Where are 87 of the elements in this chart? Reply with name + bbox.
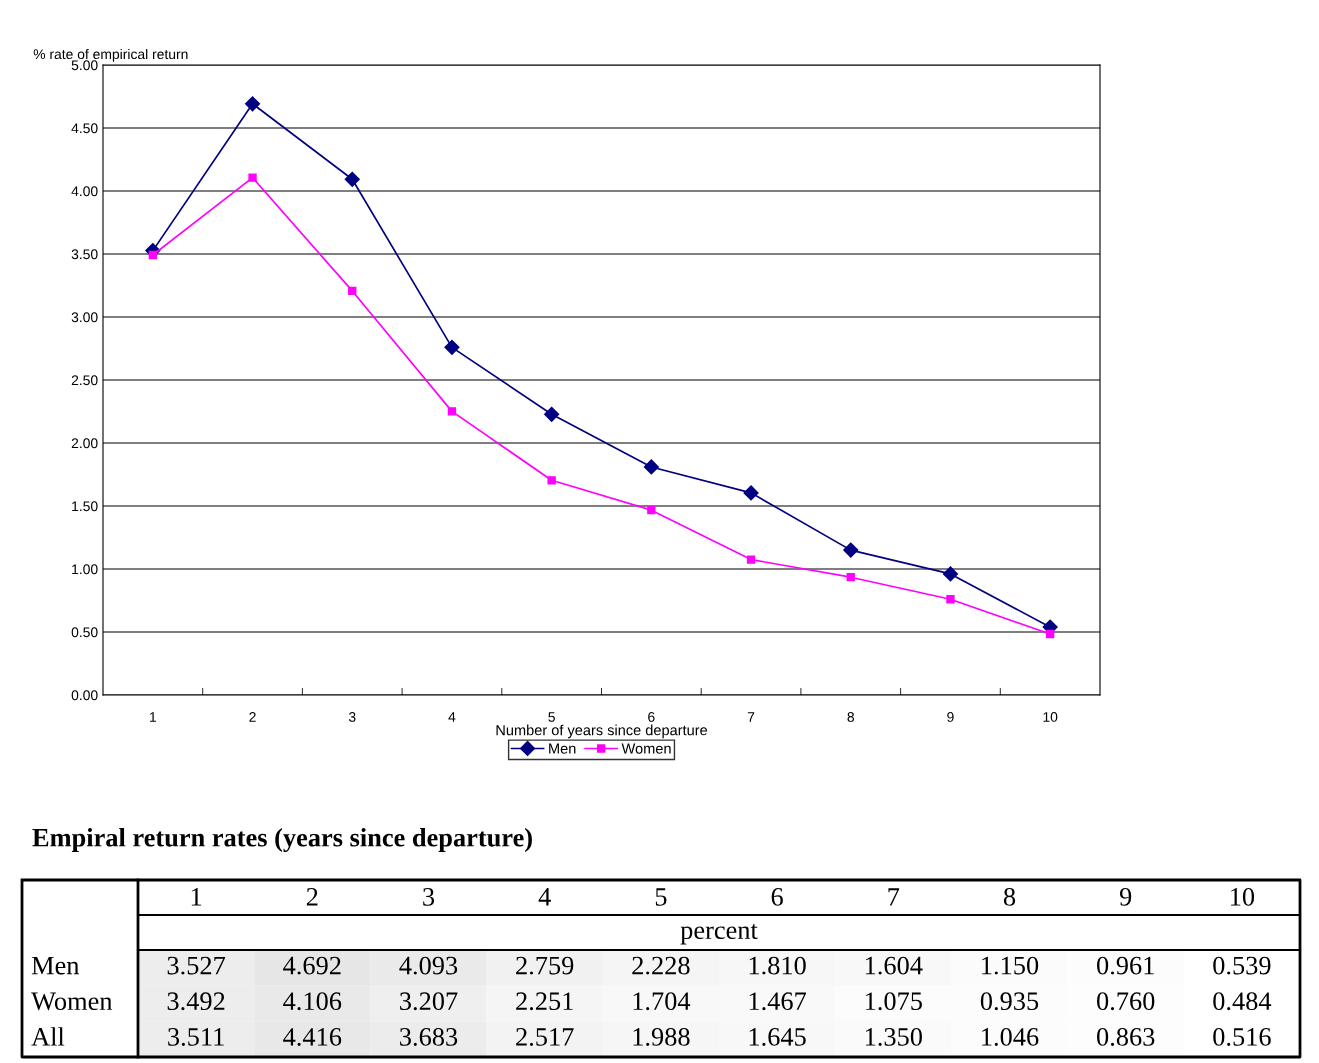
data-label: 0.539 — [1213, 956, 1271, 975]
point — [544, 406, 560, 422]
point — [547, 476, 556, 485]
point — [344, 171, 360, 187]
data-label: 0.935 — [980, 992, 1039, 1011]
data-label: 3.527 — [167, 956, 226, 975]
x-tick-label: 10 — [1231, 887, 1255, 906]
data-label: 1.075 — [865, 992, 922, 1011]
x-tick-label: 6 — [771, 888, 783, 906]
data-label: 1.150 — [982, 956, 1039, 975]
point — [743, 485, 759, 501]
point — [746, 555, 756, 564]
chart-title: Empiral return rates (years since departure) — [32, 828, 532, 852]
x-tick-label: 9 — [1119, 888, 1132, 906]
point — [244, 96, 261, 112]
data-label: 4.416 — [283, 1028, 342, 1046]
x-axis-title: Number of years since departure — [496, 724, 708, 739]
x-tick-label: 7 — [888, 888, 900, 906]
data-label: 4.106 — [283, 992, 342, 1011]
x-tick-label: 2 — [306, 888, 318, 906]
y-tick-label: 4.50 — [71, 123, 98, 134]
data-label: 0.484 — [1213, 992, 1272, 1011]
point — [348, 286, 357, 296]
data-label: 4.093 — [399, 956, 458, 975]
x-tick-label: 3 — [348, 712, 356, 722]
x-tick-label: 5 — [655, 888, 667, 906]
data-label: 0.516 — [1213, 1027, 1271, 1046]
data-label: 3.207 — [400, 992, 458, 1011]
y-tick-label: 1.50 — [72, 501, 98, 512]
data-label: 1.704 — [633, 992, 691, 1011]
x-tick-label: 8 — [847, 712, 855, 722]
data-label: 2.517 — [516, 1028, 574, 1046]
point — [946, 595, 955, 604]
data-label: 1.988 — [633, 1027, 690, 1046]
legend-label: Men — [549, 743, 576, 754]
point — [447, 407, 457, 416]
data-label: 1.467 — [749, 992, 807, 1011]
point — [942, 566, 959, 582]
x-tick-label: 10 — [1043, 712, 1058, 722]
data-label: 2.759 — [516, 956, 574, 975]
data-label: 0.863 — [1097, 1027, 1155, 1046]
x-tick-label: 7 — [747, 712, 755, 722]
y-tick-label: Women — [31, 992, 113, 1011]
data-label: 1.350 — [865, 1027, 922, 1046]
point — [248, 173, 257, 182]
point — [843, 542, 859, 558]
x-tick-label: 4 — [448, 712, 456, 722]
data-label: 3.683 — [400, 1027, 458, 1046]
y-tick-label: 2.50 — [71, 375, 98, 386]
data-label: 3.511 — [168, 1028, 224, 1046]
data-label: 4.692 — [283, 956, 341, 975]
y-tick-label: 1.00 — [72, 564, 98, 575]
data-label: 1.604 — [865, 956, 923, 975]
point — [647, 505, 656, 515]
y-tick-label: All — [31, 1027, 65, 1046]
y-tick-label: 5.00 — [71, 60, 98, 71]
y-tick-label: 3.50 — [71, 249, 98, 260]
y-tick-label: 3.00 — [71, 312, 98, 323]
x-tick-label: 9 — [947, 712, 954, 722]
x-tick-label: 8 — [1003, 887, 1016, 906]
y-tick-label: 2.00 — [71, 438, 98, 449]
data-label: 2.251 — [516, 992, 573, 1011]
y-tick-label: 0.50 — [71, 627, 98, 638]
point — [1045, 629, 1055, 639]
x-tick-label: 1 — [150, 712, 157, 722]
y-tick-label: 0.00 — [71, 690, 98, 701]
data-label: 0.760 — [1097, 992, 1155, 1011]
point — [846, 573, 855, 582]
legend-label: Women — [621, 743, 671, 754]
x-tick-label: 5 — [548, 712, 555, 722]
x-tick-label: 1 — [191, 888, 202, 906]
data-label: 1.046 — [982, 1027, 1039, 1046]
data-label: 1.810 — [749, 956, 806, 975]
y-tick-label: Men — [31, 956, 80, 975]
data-label: 0.961 — [1097, 956, 1154, 975]
x-tick-label: 2 — [249, 712, 256, 722]
x-tick-label: 4 — [538, 888, 551, 906]
text: percent — [680, 923, 758, 945]
data-label: 1.645 — [749, 1028, 806, 1046]
point — [444, 339, 460, 355]
point — [643, 459, 659, 475]
data-label: 2.228 — [632, 956, 690, 975]
x-tick-label: 6 — [648, 712, 655, 722]
y-tick-label: 4.00 — [71, 186, 98, 197]
point — [148, 250, 158, 260]
data-label: 3.492 — [167, 992, 225, 1011]
x-tick-label: 3 — [423, 888, 435, 906]
